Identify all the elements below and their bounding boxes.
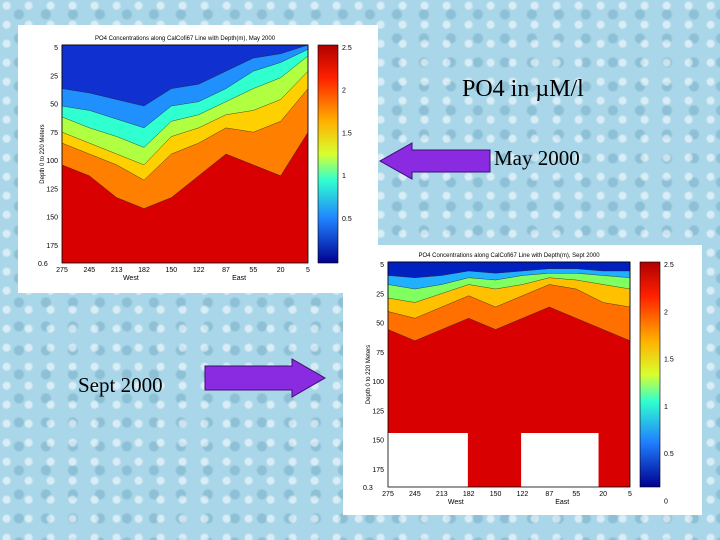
colorbar-tick-label: 1.5 — [664, 357, 674, 364]
x-tick-label: 182 — [463, 491, 475, 498]
y-tick-label: 175 — [372, 467, 384, 474]
x-tick-label: 150 — [490, 491, 502, 498]
x-tick-label: 245 — [83, 267, 95, 274]
colorbar — [639, 261, 661, 488]
x-label-east: East — [555, 499, 569, 506]
colorbar-tick-label: 2.5 — [342, 45, 352, 52]
arrow-left — [378, 142, 491, 180]
y-tick-label: 150 — [372, 438, 384, 445]
plot-border — [387, 261, 631, 488]
y-tick-label: 75 — [50, 130, 58, 137]
corner-label: 0.6 — [38, 261, 48, 268]
x-tick-label: 245 — [409, 491, 421, 498]
x-label-east: East — [232, 275, 246, 282]
y-tick-label: 50 — [50, 102, 58, 109]
no-data — [521, 433, 599, 487]
y-tick-label: 50 — [376, 321, 384, 328]
x-tick-label: 5 — [628, 491, 632, 498]
x-label-west: West — [448, 499, 464, 506]
x-tick-label: 55 — [249, 267, 257, 274]
x-tick-label: 182 — [138, 267, 150, 274]
y-tick-label: 125 — [46, 186, 58, 193]
plot-border — [61, 44, 309, 264]
colorbar-tick-label: 0 — [664, 498, 668, 505]
x-tick-label: 275 — [56, 267, 68, 274]
corner-label: 0.3 — [363, 485, 373, 492]
y-tick-label: 5 — [54, 45, 58, 52]
y-tick-label: 175 — [46, 243, 58, 250]
colorbar-tick-label: 0.5 — [342, 216, 352, 223]
x-tick-label: 122 — [193, 267, 205, 274]
y-axis-label: Depth 0 to 220 Meters — [40, 124, 46, 183]
colorbar-tick-label: 2.5 — [664, 262, 674, 269]
contour-band — [61, 44, 309, 107]
y-tick-label: 25 — [50, 73, 58, 80]
panel-title: PO4 Concentrations along CalCofi67 Line … — [418, 253, 600, 259]
x-tick-label: 87 — [545, 491, 553, 498]
x-tick-label: 20 — [277, 267, 285, 274]
x-tick-label: 55 — [572, 491, 580, 498]
y-tick-label: 75 — [376, 350, 384, 357]
colorbar-tick-label: 1 — [664, 404, 668, 411]
may-label: May 2000 — [494, 146, 580, 170]
x-label-west: West — [123, 275, 139, 282]
x-tick-label: 5 — [306, 267, 310, 274]
sept-label: Sept 2000 — [78, 373, 163, 397]
x-tick-label: 275 — [382, 491, 394, 498]
colorbar-tick-label: 1.5 — [342, 130, 352, 137]
y-axis-label: Depth 0 to 220 Meters — [366, 345, 372, 404]
x-tick-label: 20 — [599, 491, 607, 498]
colorbar-tick-label: 1 — [342, 173, 346, 180]
slide-title: PO4 in µM/l — [462, 76, 584, 102]
colorbar-tick-label: 2 — [342, 88, 346, 95]
x-tick-label: 150 — [165, 267, 177, 274]
y-tick-label: 100 — [372, 379, 384, 386]
x-tick-label: 213 — [436, 491, 448, 498]
y-tick-label: 100 — [46, 158, 58, 165]
colorbar-tick-label: 0.5 — [664, 451, 674, 458]
panel-title: PO4 Concentrations along CalCofi67 Line … — [95, 36, 276, 42]
x-tick-label: 213 — [111, 267, 123, 274]
no-data — [388, 433, 468, 487]
arrow-right — [204, 358, 327, 398]
colorbar — [317, 44, 339, 264]
x-tick-label: 87 — [222, 267, 230, 274]
x-tick-label: 122 — [517, 491, 529, 498]
y-tick-label: 5 — [380, 262, 384, 269]
y-tick-label: 150 — [46, 215, 58, 222]
y-tick-label: 125 — [372, 408, 384, 415]
colorbar-tick-label: 2 — [664, 309, 668, 316]
y-tick-label: 25 — [376, 291, 384, 298]
